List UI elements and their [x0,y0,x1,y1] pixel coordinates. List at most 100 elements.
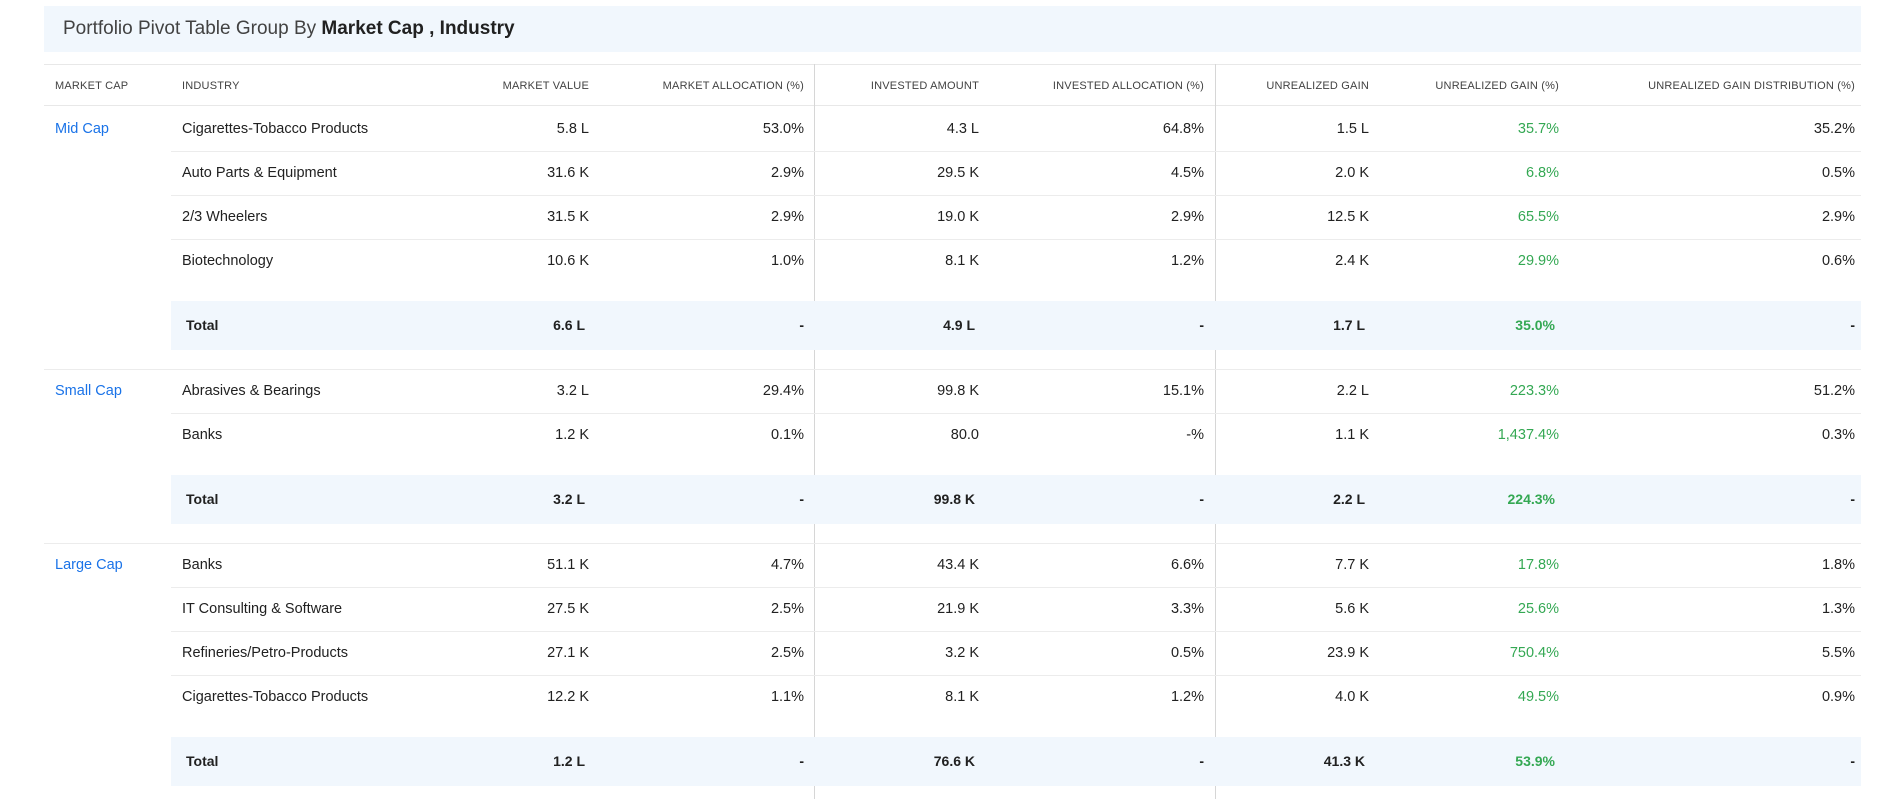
invested-allocation-cell: -% [1186,427,1204,443]
invested-allocation-cell: 64.8% [1162,121,1204,137]
industry-cell: 2/3 Wheelers [182,209,268,225]
unrealized-gain-pct-cell: 750.4% [1509,645,1559,661]
total-market-allocation-cell: - [799,753,804,769]
unrealized-gain-dist-cell: 0.9% [1821,689,1855,705]
market-allocation-cell: 2.9% [770,165,804,181]
total-label: Total [186,317,219,333]
row-divider [171,631,1861,632]
title-group-industry: Industry [439,18,515,39]
col-market-value[interactable]: MARKET VALUE [502,80,589,92]
unrealized-gain-dist-cell: 35.2% [1813,121,1855,137]
industry-cell: Biotechnology [182,253,274,269]
total-unrealized-gain-pct-cell: 224.3% [1507,491,1555,507]
market-allocation-cell: 1.0% [770,253,804,269]
invested-allocation-cell: 0.5% [1170,645,1204,661]
unrealized-gain-pct-cell: 1,437.4% [1497,427,1559,443]
column-divider [1215,64,1216,799]
unrealized-gain-dist-cell: 0.3% [1821,427,1855,443]
market-allocation-cell: 0.1% [770,427,804,443]
unrealized-gain-dist-cell: 2.9% [1821,209,1855,225]
unrealized-gain-pct-cell: 223.3% [1509,383,1559,399]
market-value-cell: 31.5 K [547,209,589,225]
industry-cell: Banks [182,557,223,573]
market-allocation-cell: 53.0% [762,121,804,137]
invested-amount-cell: 99.8 K [937,383,979,399]
market-value-cell: 10.6 K [547,253,589,269]
invested-amount-cell: 4.3 L [946,121,979,137]
total-invested-amount-cell: 4.9 L [943,317,975,333]
invested-allocation-cell: 6.6% [1170,557,1204,573]
col-industry[interactable]: INDUSTRY [182,80,240,92]
market-value-cell: 27.1 K [547,645,589,661]
total-unrealized-gain-dist-cell: - [1850,317,1855,333]
industry-cell: Cigarettes-Tobacco Products [182,689,369,705]
unrealized-gain-cell: 23.9 K [1327,645,1369,661]
unrealized-gain-dist-cell: 0.6% [1821,253,1855,269]
unrealized-gain-cell: 2.2 L [1336,383,1369,399]
total-market-value-cell: 6.6 L [553,317,585,333]
unrealized-gain-cell: 1.5 L [1336,121,1369,137]
unrealized-gain-dist-cell: 0.5% [1821,165,1855,181]
industry-cell: IT Consulting & Software [182,601,343,617]
total-market-allocation-cell: - [799,491,804,507]
total-invested-amount-cell: 76.6 K [933,753,975,769]
unrealized-gain-cell: 2.4 K [1335,253,1369,269]
column-divider [814,64,815,799]
market-value-cell: 31.6 K [547,165,589,181]
invested-amount-cell: 29.5 K [937,165,979,181]
unrealized-gain-dist-cell: 1.8% [1821,557,1855,573]
market-allocation-cell: 29.4% [762,383,804,399]
unrealized-gain-pct-cell: 35.7% [1517,121,1559,137]
group-divider [44,543,1861,544]
invested-allocation-cell: 1.2% [1170,689,1204,705]
total-unrealized-gain-dist-cell: - [1850,753,1855,769]
market-allocation-cell: 4.7% [770,557,804,573]
total-unrealized-gain-cell: 1.7 L [1333,317,1365,333]
page-title: Portfolio Pivot Table Group By Market Ca… [44,6,1861,52]
col-invested-allocation[interactable]: INVESTED ALLOCATION (%) [1052,80,1204,92]
col-market-cap[interactable]: MARKET CAP [55,80,129,92]
market-value-cell: 5.8 L [556,121,589,137]
industry-cell: Refineries/Petro-Products [182,645,349,661]
row-divider [171,587,1861,588]
market-value-cell: 27.5 K [547,601,589,617]
total-label: Total [186,753,219,769]
invested-allocation-cell: 2.9% [1170,209,1204,225]
total-unrealized-gain-dist-cell: - [1850,491,1855,507]
industry-cell: Auto Parts & Equipment [182,165,337,181]
market-value-cell: 1.2 K [555,427,589,443]
market-cap-link[interactable]: Mid Cap [55,121,109,137]
market-value-cell: 51.1 K [547,557,589,573]
title-group-market-cap: Market Cap [321,18,424,39]
total-market-value-cell: 3.2 L [553,491,585,507]
market-cap-link[interactable]: Small Cap [55,383,122,399]
invested-amount-cell: 80.0 [950,427,979,443]
row-divider [171,413,1861,414]
unrealized-gain-cell: 7.7 K [1335,557,1369,573]
unrealized-gain-pct-cell: 49.5% [1517,689,1559,705]
total-invested-amount-cell: 99.8 K [933,491,975,507]
col-market-allocation[interactable]: MARKET ALLOCATION (%) [662,80,804,92]
col-unrealized-gain-pct[interactable]: UNREALIZED GAIN (%) [1435,80,1559,92]
total-unrealized-gain-cell: 41.3 K [1323,753,1365,769]
col-unrealized-gain[interactable]: UNREALIZED GAIN [1266,80,1369,92]
row-divider [171,195,1861,196]
total-invested-allocation-cell: - [1199,753,1204,769]
row-divider [171,151,1861,152]
market-cap-link[interactable]: Large Cap [55,557,123,573]
col-unrealized-gain-dist[interactable]: UNREALIZED GAIN DISTRIBUTION (%) [1648,80,1855,92]
invested-allocation-cell: 1.2% [1170,253,1204,269]
title-prefix: Portfolio Pivot Table Group By [63,18,317,39]
unrealized-gain-cell: 12.5 K [1327,209,1369,225]
invested-amount-cell: 19.0 K [937,209,979,225]
invested-allocation-cell: 3.3% [1170,601,1204,617]
total-invested-allocation-cell: - [1199,491,1204,507]
total-unrealized-gain-pct-cell: 53.9% [1515,753,1555,769]
col-invested-amount[interactable]: INVESTED AMOUNT [870,80,979,92]
market-value-cell: 12.2 K [547,689,589,705]
row-divider [171,675,1861,676]
invested-allocation-cell: 15.1% [1162,383,1204,399]
table-header [44,64,1861,106]
market-allocation-cell: 2.5% [770,601,804,617]
unrealized-gain-pct-cell: 17.8% [1517,557,1559,573]
